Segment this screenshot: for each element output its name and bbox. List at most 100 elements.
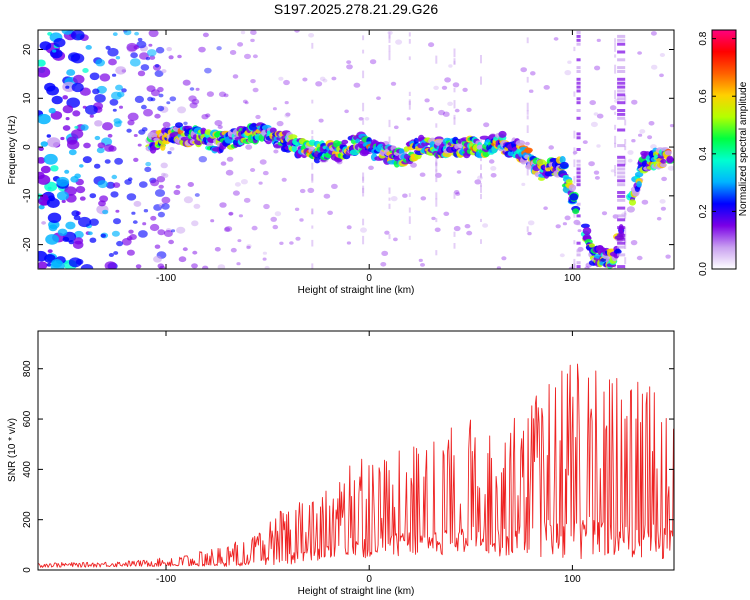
heatmap-cell (617, 112, 626, 116)
heatmap-cell (133, 200, 142, 207)
heatmap-cell (51, 259, 63, 268)
heatmap-cell (85, 105, 98, 115)
heatmap-cell (617, 191, 626, 194)
heatmap-cell (609, 105, 617, 111)
heatmap-cell (593, 170, 600, 175)
heatmap-cell (524, 147, 533, 153)
heatmap-cell (129, 58, 141, 67)
heatmap-cell (46, 134, 51, 138)
heatmap-cell (388, 234, 391, 240)
heatmap-cell (406, 117, 411, 121)
heatmap-cell (72, 74, 85, 84)
heatmap-cell (526, 115, 529, 120)
heatmap-cell (665, 254, 671, 259)
heatmap-cell (108, 253, 114, 257)
heatmap-cell (480, 55, 482, 64)
heatmap-cell (250, 168, 256, 172)
heatmap-cell (568, 184, 577, 192)
heatmap-cell (188, 95, 197, 102)
heatmap-cell (388, 187, 391, 194)
heatmap-cell (230, 247, 237, 253)
heatmap-cell (40, 141, 48, 147)
heatmap-cell (111, 230, 120, 237)
heatmap-cell (573, 46, 576, 52)
heatmap-cell (224, 226, 233, 232)
heatmap-cell (648, 121, 655, 126)
heatmap-cell (246, 244, 252, 249)
heatmap-cell (112, 182, 121, 188)
heatmap-cell (272, 107, 277, 111)
heatmap-cell (126, 128, 132, 133)
heatmap-cell (617, 50, 626, 54)
heatmap-cell (104, 144, 115, 152)
heatmap-cell (154, 244, 161, 249)
heatmap-cell (573, 147, 576, 156)
heatmap-cell (596, 144, 601, 148)
heatmap-cell (176, 226, 186, 234)
heatmap-cell (145, 57, 150, 61)
heatmap-cell (148, 30, 159, 38)
heatmap-cell (71, 82, 84, 93)
heatmap-cell (617, 58, 626, 62)
heatmap-cell (155, 46, 165, 54)
heatmap-cell (480, 137, 482, 146)
heatmap-cell (576, 183, 581, 187)
chart-title: S197.2025.278.21.29.G26 (273, 1, 439, 17)
heatmap-cell (158, 93, 164, 98)
heatmap-cell (628, 199, 637, 206)
heatmap-cell (526, 125, 529, 133)
heatmap-cell (464, 224, 471, 229)
heatmap-cell (132, 220, 138, 224)
heatmap-cell (617, 241, 626, 245)
heatmap-cell (617, 155, 626, 159)
heatmap-cell (617, 253, 626, 257)
heatmap-cell (94, 94, 106, 103)
heatmap-cell (87, 231, 93, 236)
heatmap-cell (408, 147, 411, 156)
heatmap-cell (270, 216, 278, 222)
heatmap-cell (144, 166, 152, 173)
heatmap-cell (234, 182, 241, 187)
heatmap-cell (526, 102, 529, 112)
snr-frame (37, 330, 675, 571)
heatmap-cell (362, 218, 365, 226)
heatmap-cell (582, 140, 588, 145)
heatmap-cell (576, 132, 581, 136)
heatmap-cell (650, 31, 657, 36)
heatmap-cell (219, 202, 227, 208)
heatmap-cell (543, 206, 548, 210)
heatmap-cell (62, 95, 68, 100)
heatmap-cell (442, 111, 450, 117)
heatmap-cell (89, 218, 99, 226)
heatmap-cell (638, 133, 643, 137)
heatmap-cell (127, 119, 135, 126)
heatmap-cell (269, 127, 277, 134)
heatmap-cell (157, 229, 166, 236)
heatmap-cell (617, 233, 626, 237)
heatmap-cell (515, 140, 526, 146)
heatmap-cell (170, 229, 176, 233)
heatmap-cell (311, 99, 314, 104)
heatmap-cell (346, 225, 352, 230)
heatmap-cell (624, 119, 627, 126)
heatmap-cell (281, 177, 287, 182)
heatmap-cell (624, 212, 627, 219)
heatmap-cell (73, 237, 84, 245)
heatmap-cell (150, 215, 157, 221)
heatmap-cell (614, 124, 617, 130)
heatmap-cell (576, 116, 581, 120)
heatmap-cell (70, 53, 85, 64)
heatmap-cell (137, 143, 142, 147)
heatmap-cell (243, 197, 251, 203)
heatmap-cell (46, 85, 59, 96)
heatmap-cell (128, 229, 134, 234)
heatmap-cell (576, 265, 581, 269)
heatmap-cell (536, 159, 547, 167)
y-tick-label: 0 (22, 144, 33, 150)
heatmap-cell (175, 184, 181, 189)
heatmap-cell (576, 97, 581, 101)
heatmap-cell (123, 30, 132, 36)
heatmap-cell (651, 64, 658, 70)
heatmap-cell (47, 249, 53, 254)
heatmap-cell (353, 82, 361, 88)
